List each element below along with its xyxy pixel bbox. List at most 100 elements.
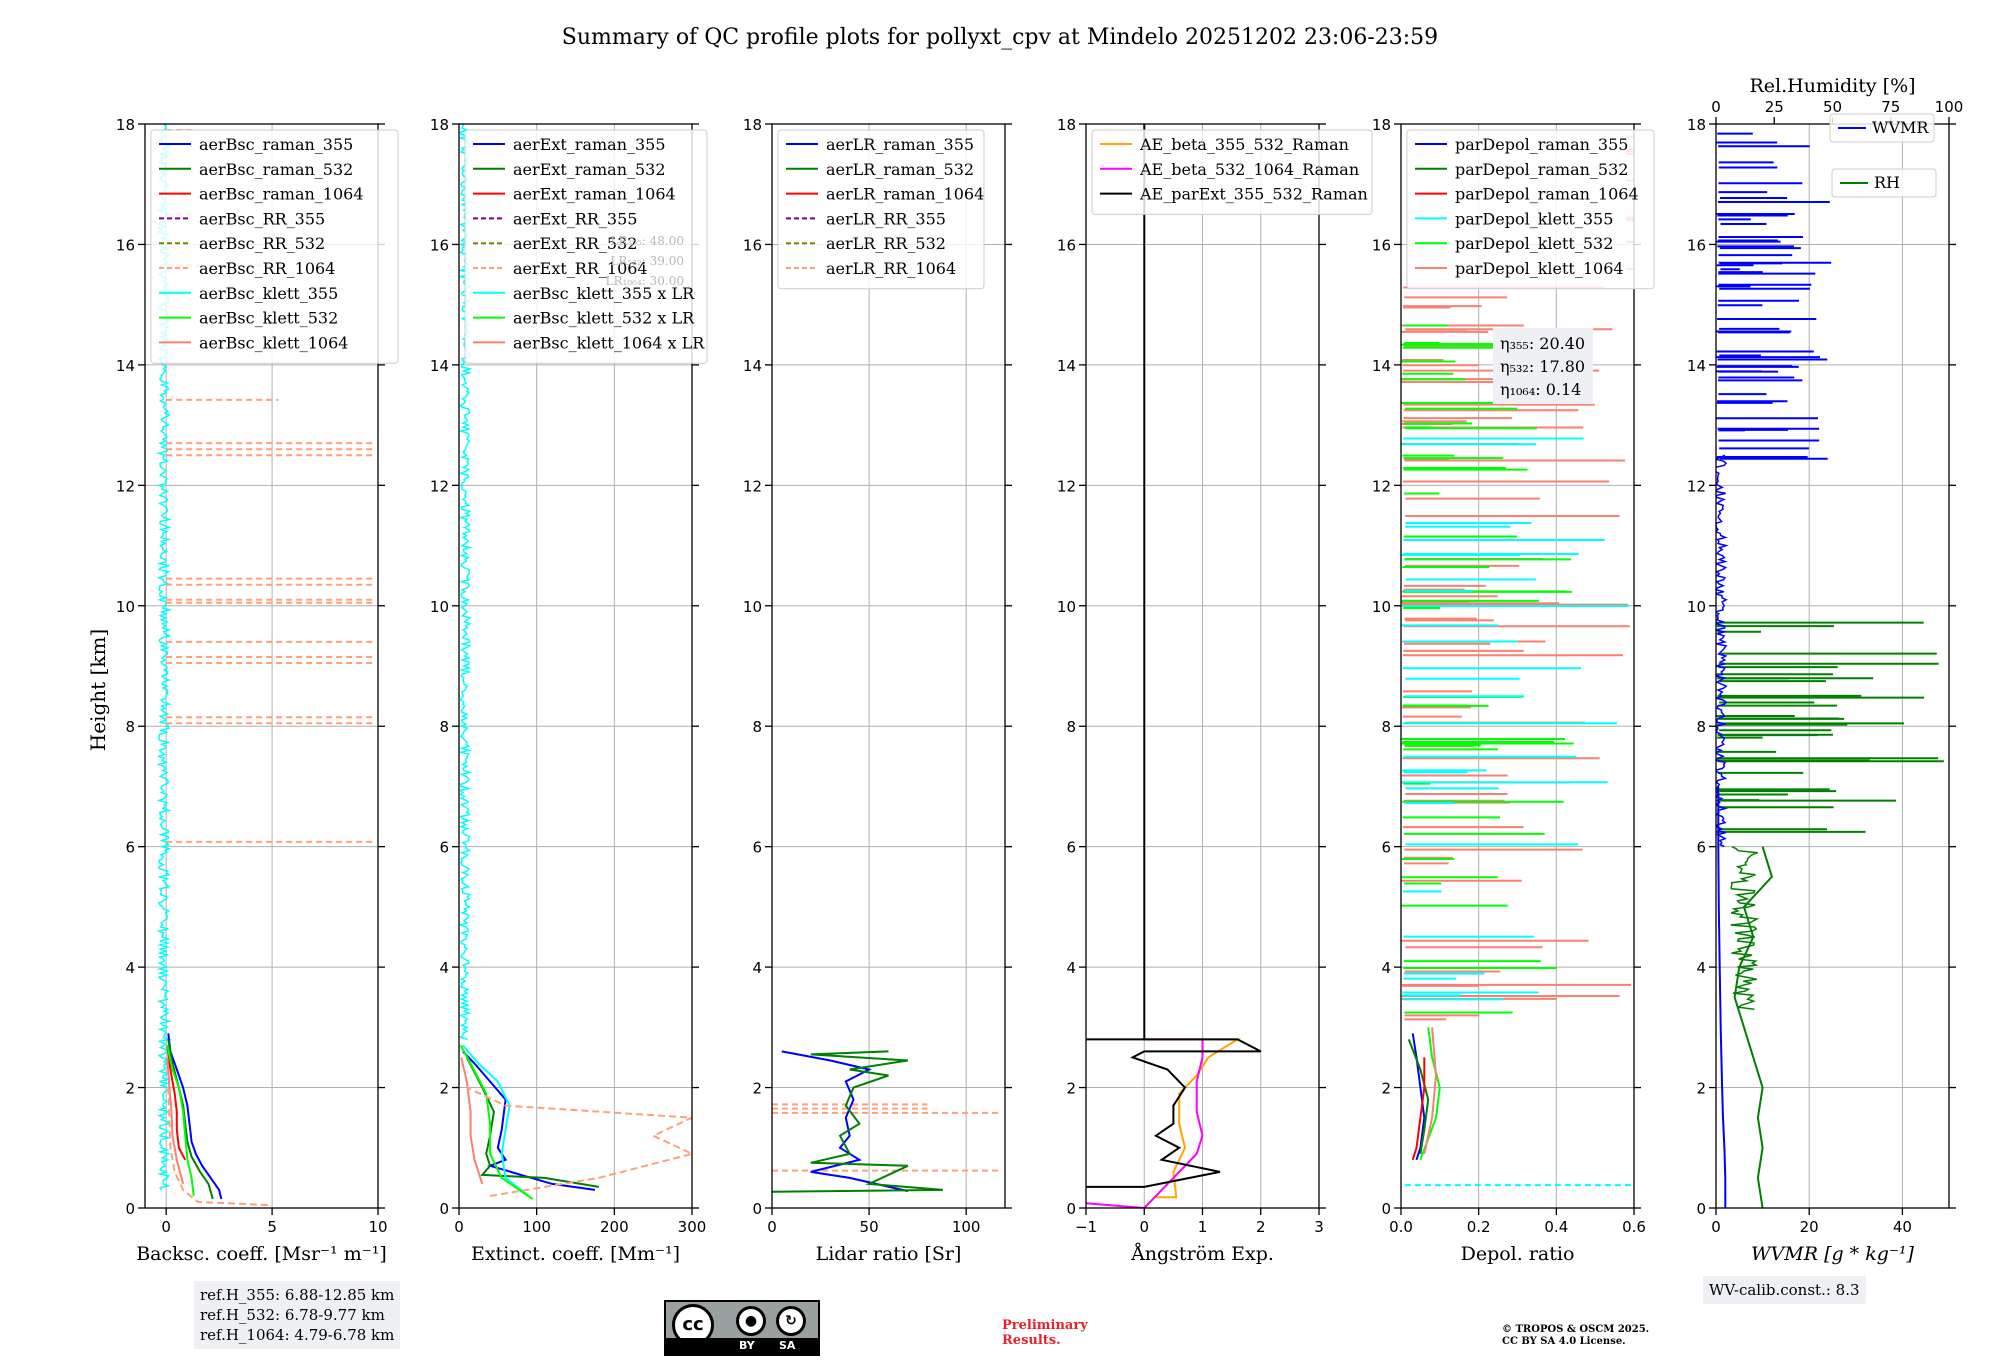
sa-share-icon: ↻ [776, 1306, 806, 1336]
y-tick-label: 18 [743, 116, 762, 134]
series-aerBsc_klett_355 x LR [462, 1044, 530, 1197]
y-tick-label: 4 [125, 959, 135, 977]
y-axis-label: Height [km] [86, 629, 110, 751]
y-tick-label: 12 [1372, 477, 1391, 495]
by-person-icon: ● [736, 1306, 766, 1336]
x-tick-label: −1 [1075, 1218, 1097, 1236]
series-aerBsc_raman_355 [167, 1033, 223, 1200]
series-parDepol_klett_532 [1419, 1027, 1441, 1161]
legend-label: aerBsc_raman_355 [199, 135, 353, 154]
x-tick-label: 50 [860, 1218, 879, 1236]
y-tick-label: 16 [1057, 236, 1076, 254]
x-tick-label: 0 [1139, 1218, 1149, 1236]
legend-box [1831, 168, 1937, 198]
legend: aerExt_raman_355 aerExt_raman_532 aerExt_r… [464, 129, 708, 364]
legend: aerBsc_raman_355 aerBsc_raman_532 aerBsc_r… [150, 129, 399, 364]
ref-h-1064: ref.H_1064: 4.79-6.78 km [200, 1326, 395, 1344]
y-tick-label: 18 [430, 116, 449, 134]
legend-label: AE_beta_532_1064_Raman [1139, 160, 1359, 179]
annotation-bg [1493, 328, 1593, 404]
ref-h-355: ref.H_355: 6.88-12.85 km [200, 1286, 395, 1304]
x-tick-label: 1 [1198, 1218, 1208, 1236]
y-tick-label: 10 [1057, 598, 1076, 616]
y-tick-label: 10 [430, 598, 449, 616]
y-tick-label: 12 [430, 477, 449, 495]
y-tick-label: 0 [439, 1200, 449, 1218]
y-tick-label: 16 [1372, 236, 1391, 254]
y-tick-label: 0 [1066, 1200, 1076, 1218]
y-tick-label: 6 [125, 839, 135, 857]
legend-label: aerBsc_klett_532 [199, 309, 338, 328]
x-tick-label: 5 [267, 1218, 277, 1236]
lr-annotation: LR₁₀₆₄: 30.00 [606, 274, 684, 288]
legend-label: parDepol_raman_355 [1455, 135, 1628, 154]
y-tick-label: 14 [743, 357, 762, 375]
y-tick-label: 14 [116, 357, 135, 375]
copyright-line-1: © TROPOS & OSCM 2025. [1502, 1324, 1650, 1335]
legend-label: aerBsc_RR_355 [199, 209, 325, 228]
legend-label: AE_beta_355_532_Raman [1139, 135, 1349, 154]
x-tick-label: 300 [678, 1218, 707, 1236]
x-tick-label: 40 [1893, 1218, 1912, 1236]
y-tick-label: 14 [430, 357, 449, 375]
x-tick-label: 20 [1800, 1218, 1819, 1236]
series-AE_beta_355_532_Raman [1144, 1038, 1242, 1199]
eta-annotation: η₁₀₆₄: 0.14 [1500, 380, 1581, 399]
y-tick-label: 14 [1372, 357, 1391, 375]
y-tick-label: 8 [1381, 718, 1391, 736]
copyright-line-2: CC BY SA 4.0 License. [1502, 1336, 1626, 1347]
x-tick-label: 0 [767, 1218, 777, 1236]
y-tick-label: 4 [1381, 959, 1391, 977]
legend-label: parDepol_klett_1064 [1455, 259, 1624, 278]
y-tick-label: 2 [1696, 1080, 1706, 1098]
x-tick-label: 2 [1256, 1218, 1266, 1236]
x-axis-label: Backsc. coeff. [Msr⁻¹ m⁻¹] [136, 1243, 387, 1265]
legend-label: aerLR_raman_532 [826, 160, 974, 179]
top-x-tick-label: 75 [1881, 98, 1900, 116]
y-tick-label: 8 [125, 718, 135, 736]
y-tick-label: 6 [439, 839, 449, 857]
copyright-note: © TROPOS & OSCM 2025. CC BY SA 4.0 Licen… [1502, 1324, 1649, 1348]
cc-badge-bar: BY SA [666, 1338, 818, 1354]
x-tick-label: 0 [454, 1218, 464, 1236]
y-tick-label: 4 [752, 959, 762, 977]
panel-lr: 0 2 4 6 8 10 12 14 16 18 0 50 100 Lidar ratio [Sr] aer… [743, 116, 1012, 1265]
x-axis-label: Depol. ratio [1461, 1243, 1575, 1265]
axes-frame [771, 123, 1006, 1209]
lr-annotation: LR₃₅₅: 48.00 [610, 234, 684, 248]
legend-label: AE_parExt_355_532_Raman [1139, 185, 1368, 204]
top-x-tick-label: 25 [1765, 98, 1784, 116]
series-aerExt_RR_1064 [466, 1086, 692, 1197]
y-tick-label: 2 [1066, 1080, 1076, 1098]
legend-label: aerBsc_klett_1064 [199, 333, 348, 352]
legend-label: aerBsc_klett_355 [199, 284, 338, 303]
x-tick-label: 200 [600, 1218, 629, 1236]
noise-line [1716, 454, 1729, 848]
legend-label: aerBsc_klett_532 x LR [513, 309, 695, 328]
wv-calib-box: WV-calib.const.: 8.3 [1703, 1276, 1866, 1304]
legend-label: RH [1874, 173, 1900, 192]
legend-label: parDepol_raman_532 [1455, 160, 1628, 179]
y-tick-label: 6 [1696, 839, 1706, 857]
y-tick-label: 16 [430, 236, 449, 254]
axes-frame [1715, 123, 1950, 1209]
legend-box [464, 129, 708, 364]
preliminary-line-1: Preliminary [1002, 1318, 1088, 1333]
legend-label: aerExt_raman_1064 [513, 185, 676, 204]
y-tick-label: 10 [743, 598, 762, 616]
reference-heights-box: ref.H_355: 6.88-12.85 km ref.H_532: 6.78… [194, 1281, 401, 1349]
series-aerBsc_RR_1064 [167, 1087, 268, 1206]
x-axis-label: WVMR [g * kg⁻¹] [1751, 1243, 1915, 1265]
cc-license-badge: cc ● ↻ BY SA [664, 1300, 820, 1356]
y-tick-label: 2 [752, 1080, 762, 1098]
legend-label: parDepol_klett_532 [1455, 234, 1613, 253]
axes-frame [458, 123, 693, 1209]
plot-area [156, 124, 374, 1206]
y-tick-label: 14 [1057, 357, 1076, 375]
y-tick-label: 12 [116, 477, 135, 495]
preliminary-note: Preliminary Results. [1002, 1318, 1088, 1348]
y-tick-label: 2 [1381, 1080, 1391, 1098]
y-tick-label: 0 [125, 1200, 135, 1218]
y-tick-label: 18 [1687, 116, 1706, 134]
